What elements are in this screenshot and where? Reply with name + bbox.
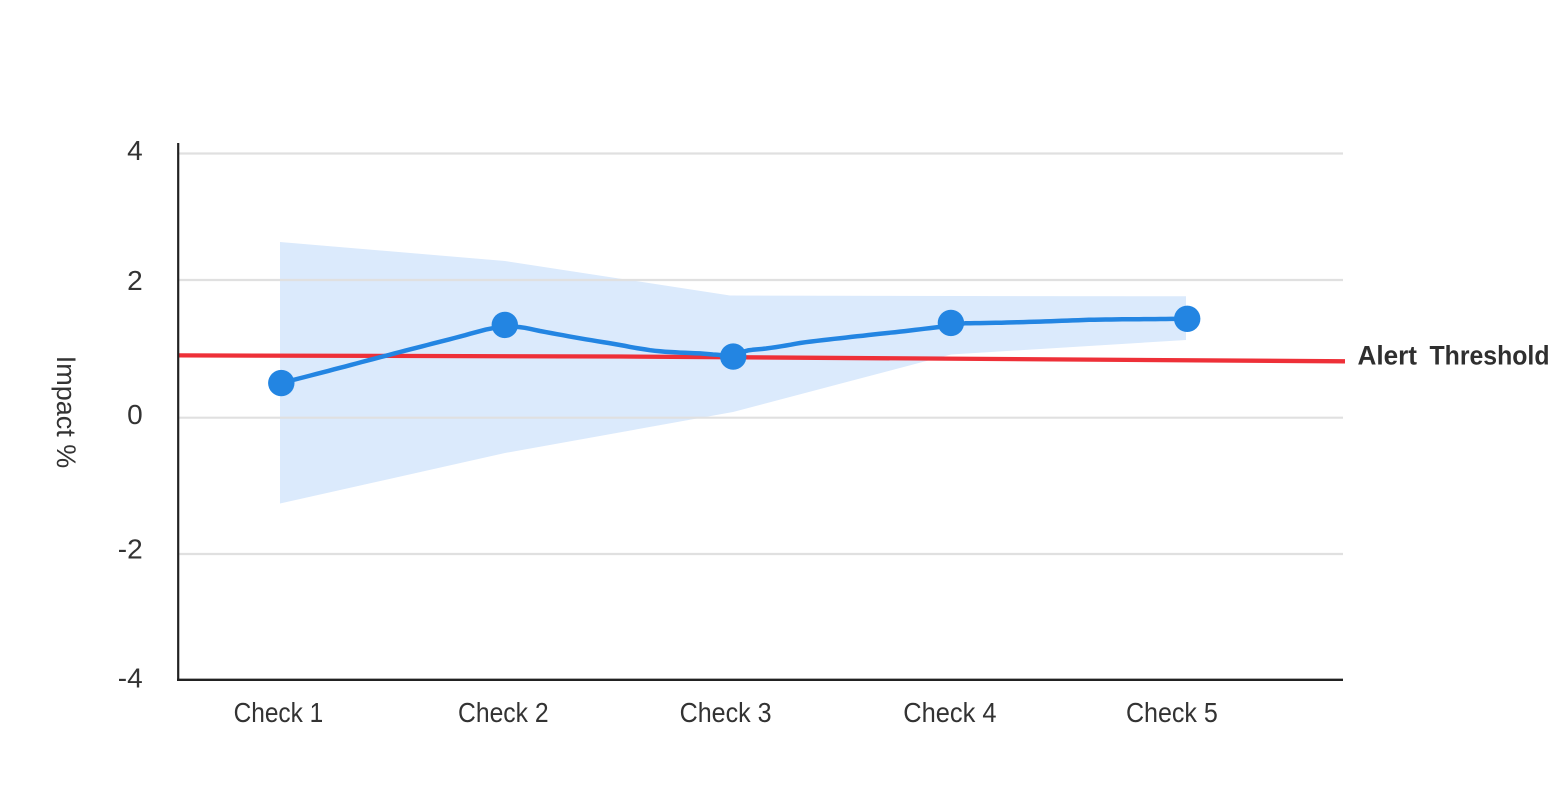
svg-text:0: 0 bbox=[127, 399, 143, 430]
svg-text:Alert: Alert bbox=[1358, 341, 1418, 371]
svg-text:-2: -2 bbox=[118, 534, 143, 565]
svg-text:Check 1: Check 1 bbox=[234, 697, 324, 728]
svg-text:2: 2 bbox=[127, 265, 143, 296]
svg-text:Check 4: Check 4 bbox=[903, 697, 996, 728]
svg-text:Impact %: Impact % bbox=[51, 356, 81, 469]
svg-text:Threshold: Threshold bbox=[1430, 341, 1550, 371]
svg-text:-4: -4 bbox=[118, 663, 143, 694]
svg-text:Check 3: Check 3 bbox=[680, 697, 772, 728]
svg-text:4: 4 bbox=[127, 135, 143, 166]
svg-text:Check 5: Check 5 bbox=[1126, 697, 1218, 728]
svg-text:Check 2: Check 2 bbox=[458, 697, 549, 728]
